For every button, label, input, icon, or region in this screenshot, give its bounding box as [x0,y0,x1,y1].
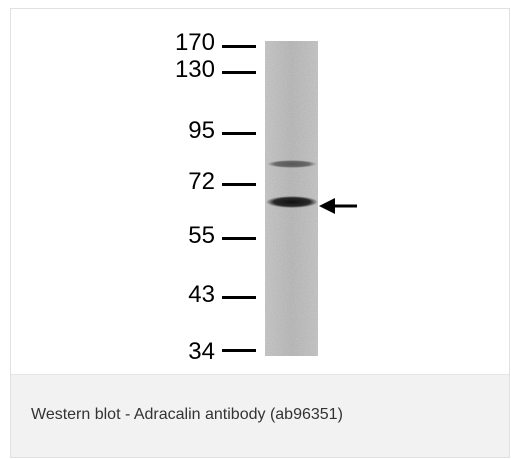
blot-image: 170 130 95 72 55 43 34 [175,29,357,365]
marker-label-130: 130 [175,56,215,83]
western-blot-figure: 170 130 95 72 55 43 34 [11,9,509,374]
marker-tick-130 [222,71,256,74]
marker-tick-170 [222,45,256,48]
marker-tick-55 [222,237,256,240]
target-band [266,196,318,208]
marker-label-55: 55 [188,222,215,249]
caption-bar: Western blot - Adracalin antibody (ab963… [11,374,509,457]
marker-tick-43 [222,296,256,299]
marker-label-34: 34 [188,338,215,365]
marker-tick-34 [222,349,256,352]
marker-label-43: 43 [188,281,215,308]
marker-label-72: 72 [188,168,215,195]
marker-label-170: 170 [175,29,215,56]
figure-card: 170 130 95 72 55 43 34 Western blot - Ad… [10,8,510,458]
marker-tick-95 [222,132,256,135]
marker-ladder: 170 130 95 72 55 43 34 [175,29,256,365]
marker-tick-72 [222,183,256,186]
figure-caption: Western blot - Adracalin antibody (ab963… [31,406,343,423]
faint-band [267,160,317,168]
marker-label-95: 95 [188,117,215,144]
arrow-icon [319,198,357,214]
